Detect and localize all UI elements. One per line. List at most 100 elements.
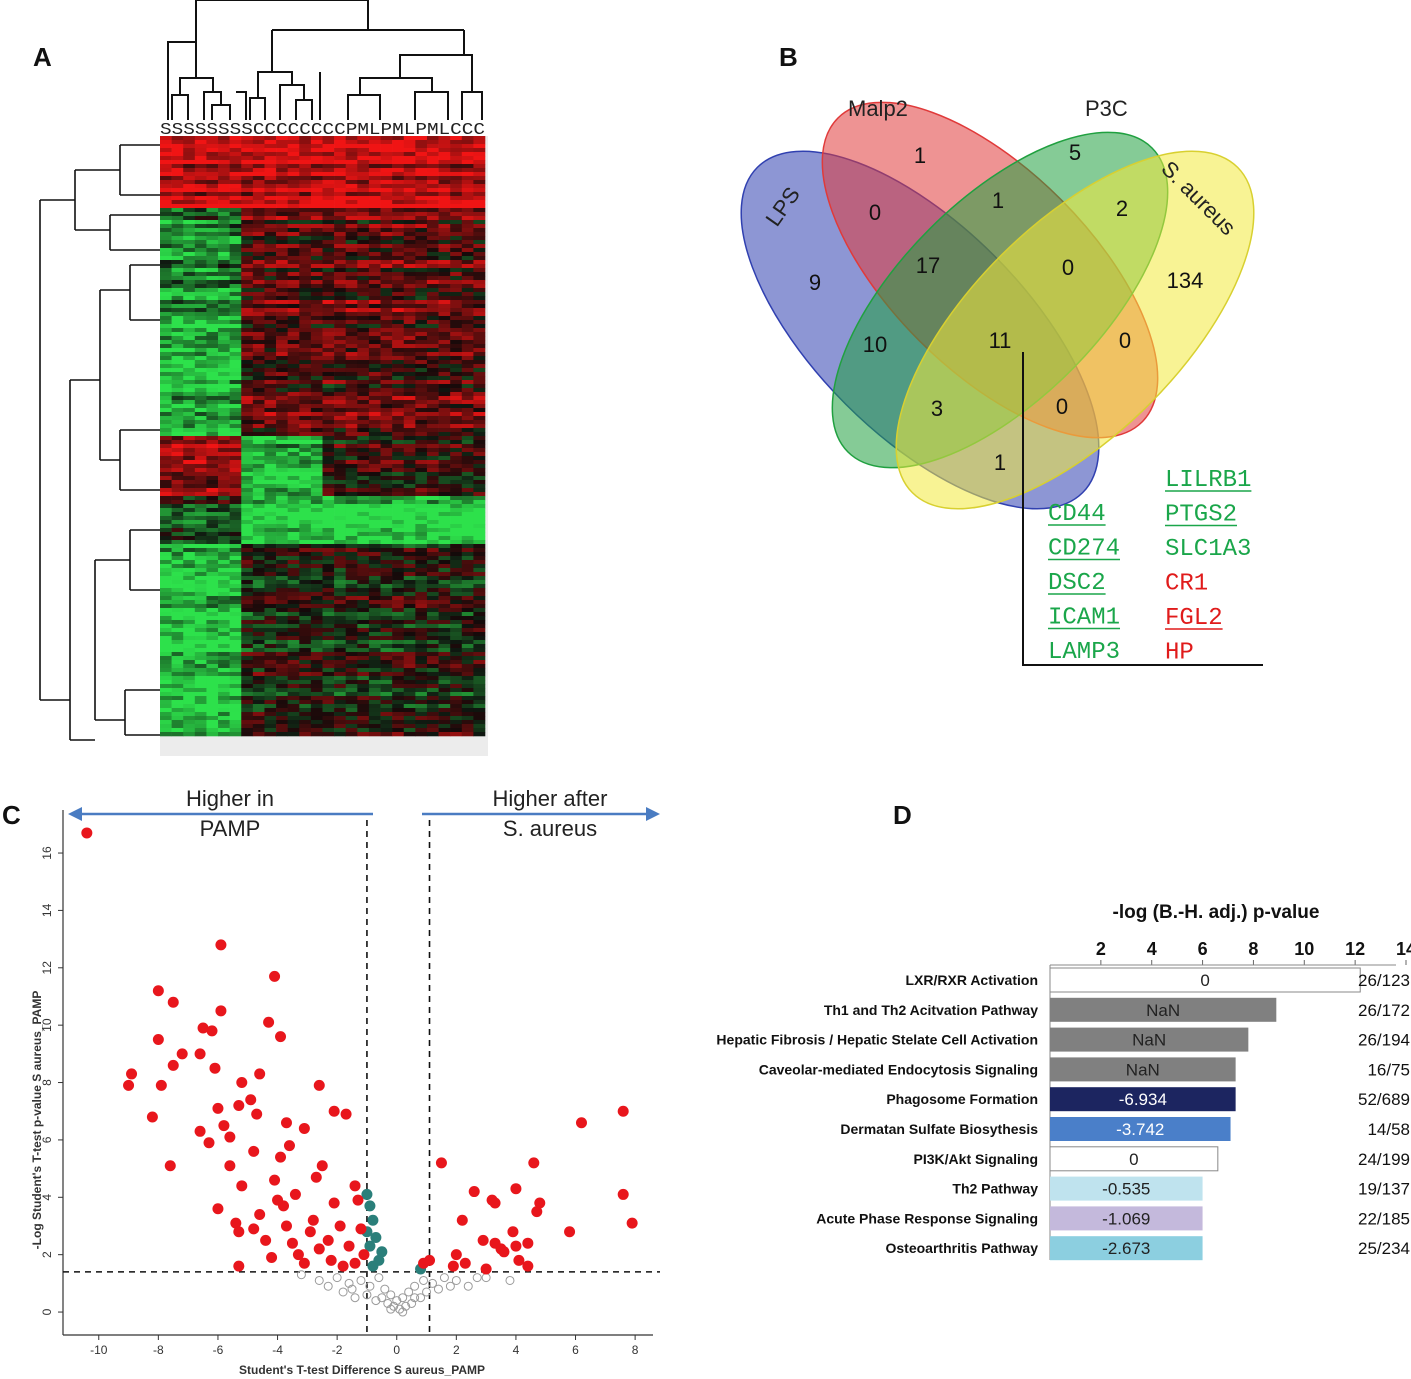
heatmap-cell (252, 544, 265, 549)
heatmap-cell (415, 240, 428, 245)
heatmap-cell (194, 268, 207, 273)
heatmap-cell (461, 272, 474, 277)
heatmap-cell (415, 372, 428, 377)
heatmap-cell (438, 672, 451, 677)
heatmap-cell (218, 292, 230, 297)
heatmap-cell (322, 180, 335, 185)
heatmap-cell (334, 348, 347, 353)
heatmap-cell (392, 304, 405, 309)
heatmap-cell (287, 236, 300, 241)
heatmap-cell (264, 712, 277, 717)
heatmap-cell (206, 652, 219, 657)
heatmap-cell (276, 696, 288, 701)
heatmap-cell (218, 244, 230, 249)
heatmap-cell (171, 632, 184, 637)
heatmap-cell (310, 300, 323, 305)
heatmap-cell (357, 444, 370, 449)
heatmap-cell (276, 192, 288, 197)
heatmap-cell (357, 364, 370, 369)
heatmap-cell (310, 492, 323, 497)
heatmap-cell (438, 296, 451, 301)
heatmap-cell (229, 584, 242, 589)
heatmap-cell (322, 672, 335, 677)
heatmap-cell (392, 376, 405, 381)
heatmap-cell (438, 696, 451, 701)
heatmap-cell (426, 368, 439, 373)
heatmap-cell (287, 472, 300, 477)
heatmap-cell (403, 388, 416, 393)
heatmap-cell (357, 340, 370, 345)
heatmap-cell (334, 728, 347, 733)
heatmap-cell (415, 280, 428, 285)
heatmap-cell (276, 424, 288, 429)
heatmap-cell (160, 448, 172, 453)
heatmap-cell (218, 352, 230, 357)
heatmap-cell (252, 704, 265, 709)
heatmap-cell (264, 700, 277, 705)
heatmap-cell (171, 556, 184, 561)
heatmap-cell (276, 284, 288, 289)
heatmap-cell (206, 668, 219, 673)
heatmap-cell (194, 652, 207, 657)
heatmap-cell (368, 648, 381, 653)
heatmap-cell (334, 508, 347, 513)
heatmap-cell (334, 448, 347, 453)
heatmap-cell (334, 592, 347, 597)
heatmap-cell (241, 164, 254, 169)
heatmap-cell (450, 676, 463, 681)
heatmap-cell (392, 404, 405, 409)
heatmap-cell (252, 448, 265, 453)
heatmap-cell (392, 664, 405, 669)
volcano-point-significant (489, 1197, 501, 1209)
heatmap-cell (345, 184, 358, 189)
heatmap-cell (380, 216, 393, 221)
heatmap-cell (276, 172, 288, 177)
heatmap-cell (194, 512, 207, 517)
heatmap-cell (426, 376, 439, 381)
heatmap-cell (171, 424, 184, 429)
heatmap-cell (345, 168, 358, 173)
heatmap-cell (194, 668, 207, 673)
heatmap-cell (310, 224, 323, 229)
heatmap-cell (392, 336, 405, 341)
volcano-point-significant (123, 1079, 135, 1091)
heatmap-cell (380, 208, 393, 213)
heatmap-cell (229, 428, 242, 433)
heatmap-cell (334, 468, 347, 473)
heatmap-cell (450, 480, 463, 485)
heatmap-cell (461, 160, 474, 165)
volcano-point-nonsignificant (439, 1273, 449, 1283)
heatmap-cell (299, 272, 312, 277)
heatmap-cell (415, 704, 428, 709)
heatmap-cell (299, 204, 312, 209)
heatmap-cell (403, 164, 416, 169)
heatmap-cell (450, 600, 463, 605)
heatmap-cell (461, 592, 474, 597)
heatmap-cell (473, 160, 486, 165)
heatmap-cell (357, 680, 370, 685)
heatmap-cell (252, 628, 265, 633)
heatmap-cell (287, 256, 300, 261)
heatmap-cell (426, 692, 439, 697)
heatmap-cell (310, 368, 323, 373)
heatmap-cell (426, 704, 439, 709)
heatmap-cell (322, 576, 335, 581)
heatmap-cell (461, 456, 474, 461)
heatmap-cell (229, 180, 242, 185)
heatmap-cell (380, 484, 393, 489)
heatmap-cell (450, 500, 463, 505)
heatmap-cell (252, 468, 265, 473)
heatmap-cell (264, 196, 277, 201)
heatmap-cell (183, 292, 196, 297)
heatmap-cell (392, 228, 405, 233)
heatmap-cell (473, 140, 486, 145)
heatmap-cell (415, 388, 428, 393)
heatmap-cell (357, 656, 370, 661)
heatmap-cell (160, 160, 172, 165)
heatmap-cell (264, 512, 277, 517)
heatmap-cell (241, 508, 254, 513)
heatmap-cell (229, 360, 242, 365)
heatmap-cell (438, 416, 451, 421)
heatmap-cell (415, 272, 428, 277)
heatmap-cell (392, 252, 405, 257)
